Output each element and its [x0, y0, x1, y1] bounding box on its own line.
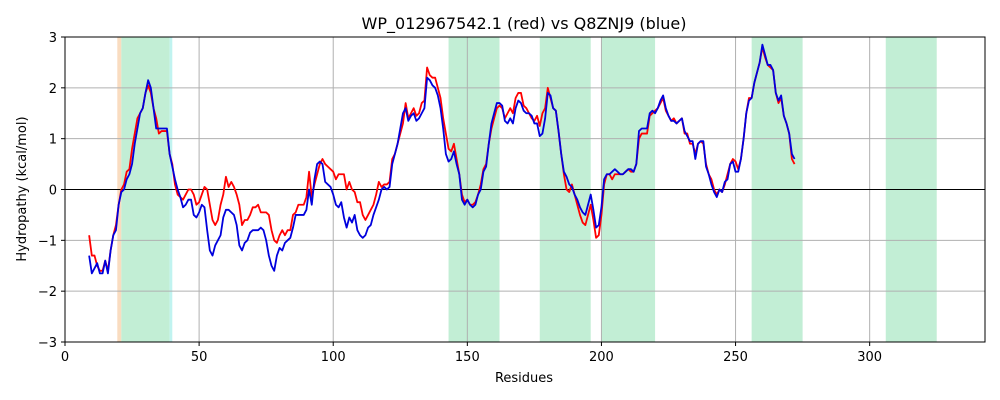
x-tick-label-250: 250 [723, 350, 748, 365]
series-lines [88, 43, 796, 275]
y-tick-label-3: 3 [49, 31, 57, 46]
x-tick-label-0: 0 [61, 350, 69, 365]
x-axis-label: Residues [495, 371, 553, 386]
x-tick-label-150: 150 [455, 350, 480, 365]
blue-series-line [88, 43, 796, 275]
y-tick-label-0: 0 [49, 184, 57, 199]
y-tick-label-1: 1 [49, 133, 57, 148]
y-tick-label--2: −2 [38, 285, 57, 300]
y-tick-label--3: −3 [38, 336, 57, 351]
chart-title: WP_012967542.1 (red) vs Q8ZNJ9 (blue) [362, 14, 687, 34]
y-tick-label--1: −1 [38, 234, 57, 249]
axis-ticks: 0 50 100 150 200 250 300 −3 −2 −1 0 1 2 3 [38, 31, 882, 365]
y-axis-label: Hydropathy (kcal/mol) [15, 116, 30, 261]
y-tick-label-2: 2 [49, 82, 57, 97]
x-tick-label-50: 50 [191, 350, 208, 365]
x-tick-label-100: 100 [321, 350, 346, 365]
x-tick-label-300: 300 [857, 350, 882, 365]
x-tick-label-200: 200 [589, 350, 614, 365]
